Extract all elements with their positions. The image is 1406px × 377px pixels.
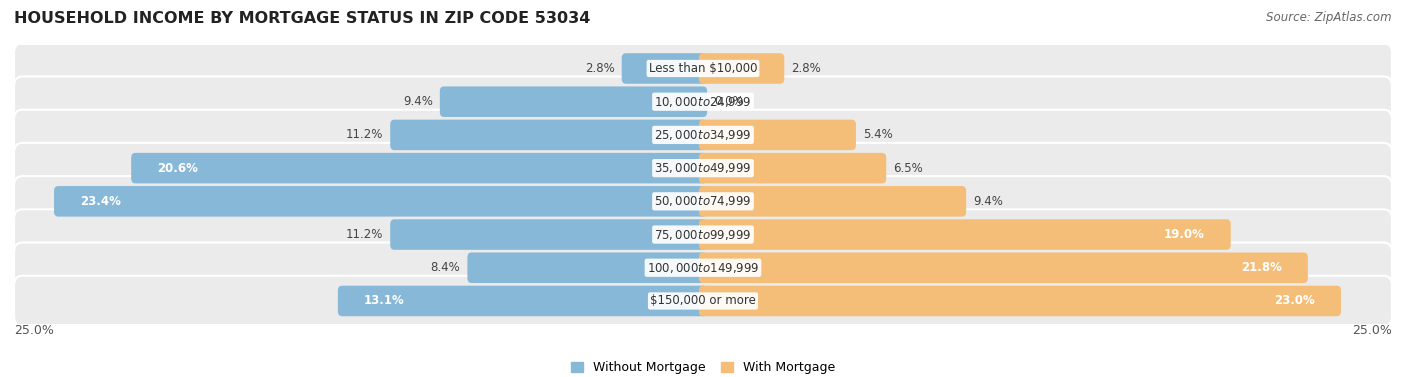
- FancyBboxPatch shape: [391, 219, 707, 250]
- FancyBboxPatch shape: [467, 253, 707, 283]
- FancyBboxPatch shape: [53, 186, 707, 217]
- FancyBboxPatch shape: [699, 253, 1308, 283]
- Text: 2.8%: 2.8%: [792, 62, 821, 75]
- Text: Less than $10,000: Less than $10,000: [648, 62, 758, 75]
- Text: 8.4%: 8.4%: [430, 261, 461, 274]
- FancyBboxPatch shape: [699, 53, 785, 84]
- Text: 13.1%: 13.1%: [364, 294, 405, 308]
- FancyBboxPatch shape: [131, 153, 707, 183]
- FancyBboxPatch shape: [621, 53, 707, 84]
- Text: 0.0%: 0.0%: [714, 95, 744, 108]
- Text: 6.5%: 6.5%: [893, 162, 922, 175]
- Legend: Without Mortgage, With Mortgage: Without Mortgage, With Mortgage: [565, 356, 841, 377]
- Text: 11.2%: 11.2%: [346, 228, 384, 241]
- Text: 9.4%: 9.4%: [973, 195, 1002, 208]
- Text: $150,000 or more: $150,000 or more: [650, 294, 756, 308]
- FancyBboxPatch shape: [14, 242, 1392, 293]
- Text: $50,000 to $74,999: $50,000 to $74,999: [654, 194, 752, 208]
- FancyBboxPatch shape: [699, 186, 966, 217]
- FancyBboxPatch shape: [699, 286, 1341, 316]
- Text: $25,000 to $34,999: $25,000 to $34,999: [654, 128, 752, 142]
- FancyBboxPatch shape: [14, 209, 1392, 260]
- Text: 2.8%: 2.8%: [585, 62, 614, 75]
- Text: 5.4%: 5.4%: [863, 129, 893, 141]
- Text: Source: ZipAtlas.com: Source: ZipAtlas.com: [1267, 11, 1392, 24]
- Text: 20.6%: 20.6%: [157, 162, 198, 175]
- FancyBboxPatch shape: [14, 110, 1392, 160]
- Text: 21.8%: 21.8%: [1241, 261, 1282, 274]
- FancyBboxPatch shape: [699, 120, 856, 150]
- FancyBboxPatch shape: [14, 176, 1392, 227]
- Text: $100,000 to $149,999: $100,000 to $149,999: [647, 261, 759, 275]
- Text: $75,000 to $99,999: $75,000 to $99,999: [654, 228, 752, 242]
- Text: $10,000 to $24,999: $10,000 to $24,999: [654, 95, 752, 109]
- FancyBboxPatch shape: [440, 86, 707, 117]
- Text: 23.4%: 23.4%: [80, 195, 121, 208]
- FancyBboxPatch shape: [14, 77, 1392, 127]
- Text: $35,000 to $49,999: $35,000 to $49,999: [654, 161, 752, 175]
- Text: 9.4%: 9.4%: [404, 95, 433, 108]
- FancyBboxPatch shape: [337, 286, 707, 316]
- Text: HOUSEHOLD INCOME BY MORTGAGE STATUS IN ZIP CODE 53034: HOUSEHOLD INCOME BY MORTGAGE STATUS IN Z…: [14, 11, 591, 26]
- FancyBboxPatch shape: [699, 153, 886, 183]
- Text: 19.0%: 19.0%: [1164, 228, 1205, 241]
- Text: 11.2%: 11.2%: [346, 129, 384, 141]
- Text: 25.0%: 25.0%: [1353, 323, 1392, 337]
- FancyBboxPatch shape: [699, 219, 1230, 250]
- FancyBboxPatch shape: [14, 276, 1392, 326]
- FancyBboxPatch shape: [391, 120, 707, 150]
- Text: 23.0%: 23.0%: [1274, 294, 1315, 308]
- FancyBboxPatch shape: [14, 43, 1392, 94]
- Text: 25.0%: 25.0%: [14, 323, 53, 337]
- FancyBboxPatch shape: [14, 143, 1392, 193]
